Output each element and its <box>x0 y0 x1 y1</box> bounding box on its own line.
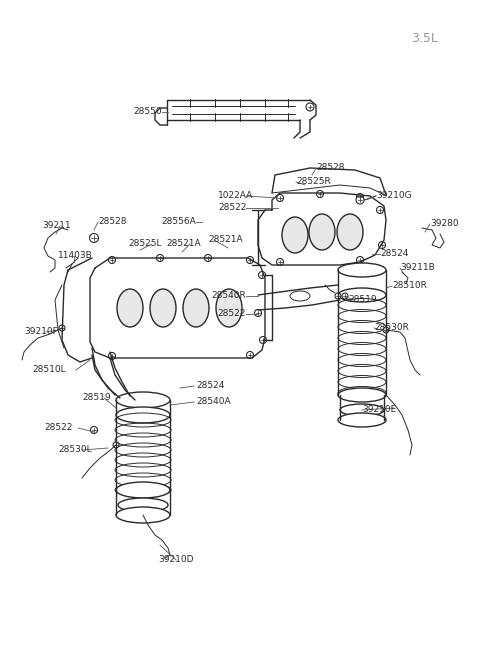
Ellipse shape <box>116 482 170 498</box>
Text: 39211B: 39211B <box>400 263 435 272</box>
Ellipse shape <box>338 413 386 427</box>
Text: 28510R: 28510R <box>392 282 427 291</box>
Circle shape <box>156 255 164 261</box>
Circle shape <box>342 293 348 299</box>
Ellipse shape <box>337 214 363 250</box>
Circle shape <box>108 257 116 263</box>
Circle shape <box>108 352 116 360</box>
Ellipse shape <box>338 388 386 402</box>
Text: 39280: 39280 <box>430 219 458 229</box>
Text: 28522: 28522 <box>218 204 246 212</box>
Circle shape <box>316 191 324 198</box>
Text: 28556A: 28556A <box>161 217 196 227</box>
Ellipse shape <box>118 498 168 512</box>
Text: 28525R: 28525R <box>296 178 331 187</box>
Circle shape <box>113 442 119 448</box>
Text: 28525L: 28525L <box>128 240 161 248</box>
Text: 28524: 28524 <box>196 381 224 390</box>
Ellipse shape <box>116 392 170 408</box>
Text: 28540R: 28540R <box>211 291 246 301</box>
Text: 28530L: 28530L <box>58 445 92 455</box>
Ellipse shape <box>117 289 143 327</box>
Circle shape <box>357 257 363 263</box>
Ellipse shape <box>340 404 384 416</box>
Text: 39210E: 39210E <box>362 405 396 415</box>
Circle shape <box>357 193 363 200</box>
Text: 28522: 28522 <box>217 310 246 318</box>
Circle shape <box>376 206 384 214</box>
Circle shape <box>276 259 284 265</box>
Text: 28510L: 28510L <box>32 365 66 375</box>
Ellipse shape <box>150 289 176 327</box>
Text: 1022AA: 1022AA <box>218 191 253 200</box>
Text: 28519: 28519 <box>348 295 377 305</box>
Ellipse shape <box>116 407 170 423</box>
Text: 3.5L: 3.5L <box>411 31 438 45</box>
Text: 28550: 28550 <box>133 107 162 117</box>
Circle shape <box>306 103 314 111</box>
Circle shape <box>379 242 385 248</box>
Text: 39210F: 39210F <box>24 328 58 337</box>
Text: 28524: 28524 <box>380 250 408 259</box>
Ellipse shape <box>116 507 170 523</box>
Ellipse shape <box>183 289 209 327</box>
Circle shape <box>260 337 266 343</box>
Circle shape <box>259 272 265 278</box>
Text: 11403B: 11403B <box>58 252 93 261</box>
Circle shape <box>383 327 389 333</box>
Circle shape <box>335 293 341 299</box>
Text: 28530R: 28530R <box>374 324 409 333</box>
Text: 39210G: 39210G <box>376 191 412 200</box>
Ellipse shape <box>309 214 335 250</box>
Circle shape <box>247 257 253 263</box>
Text: 28519: 28519 <box>82 394 110 403</box>
Circle shape <box>91 426 97 434</box>
Circle shape <box>276 195 284 202</box>
Text: 28528: 28528 <box>98 217 127 227</box>
Text: 28540A: 28540A <box>196 398 230 407</box>
Ellipse shape <box>216 289 242 327</box>
Text: 28522: 28522 <box>44 424 72 432</box>
Circle shape <box>204 255 212 261</box>
Circle shape <box>247 352 253 358</box>
Circle shape <box>89 233 98 242</box>
Text: 39210D: 39210D <box>158 555 194 565</box>
Circle shape <box>254 310 262 316</box>
Circle shape <box>59 325 65 331</box>
Ellipse shape <box>338 288 386 302</box>
Text: 28521A: 28521A <box>208 236 242 244</box>
Ellipse shape <box>338 263 386 277</box>
Text: 39211: 39211 <box>42 221 71 231</box>
Ellipse shape <box>282 217 308 253</box>
Circle shape <box>356 196 364 204</box>
Text: 28521A: 28521A <box>166 240 201 248</box>
Text: 28528: 28528 <box>316 164 345 172</box>
